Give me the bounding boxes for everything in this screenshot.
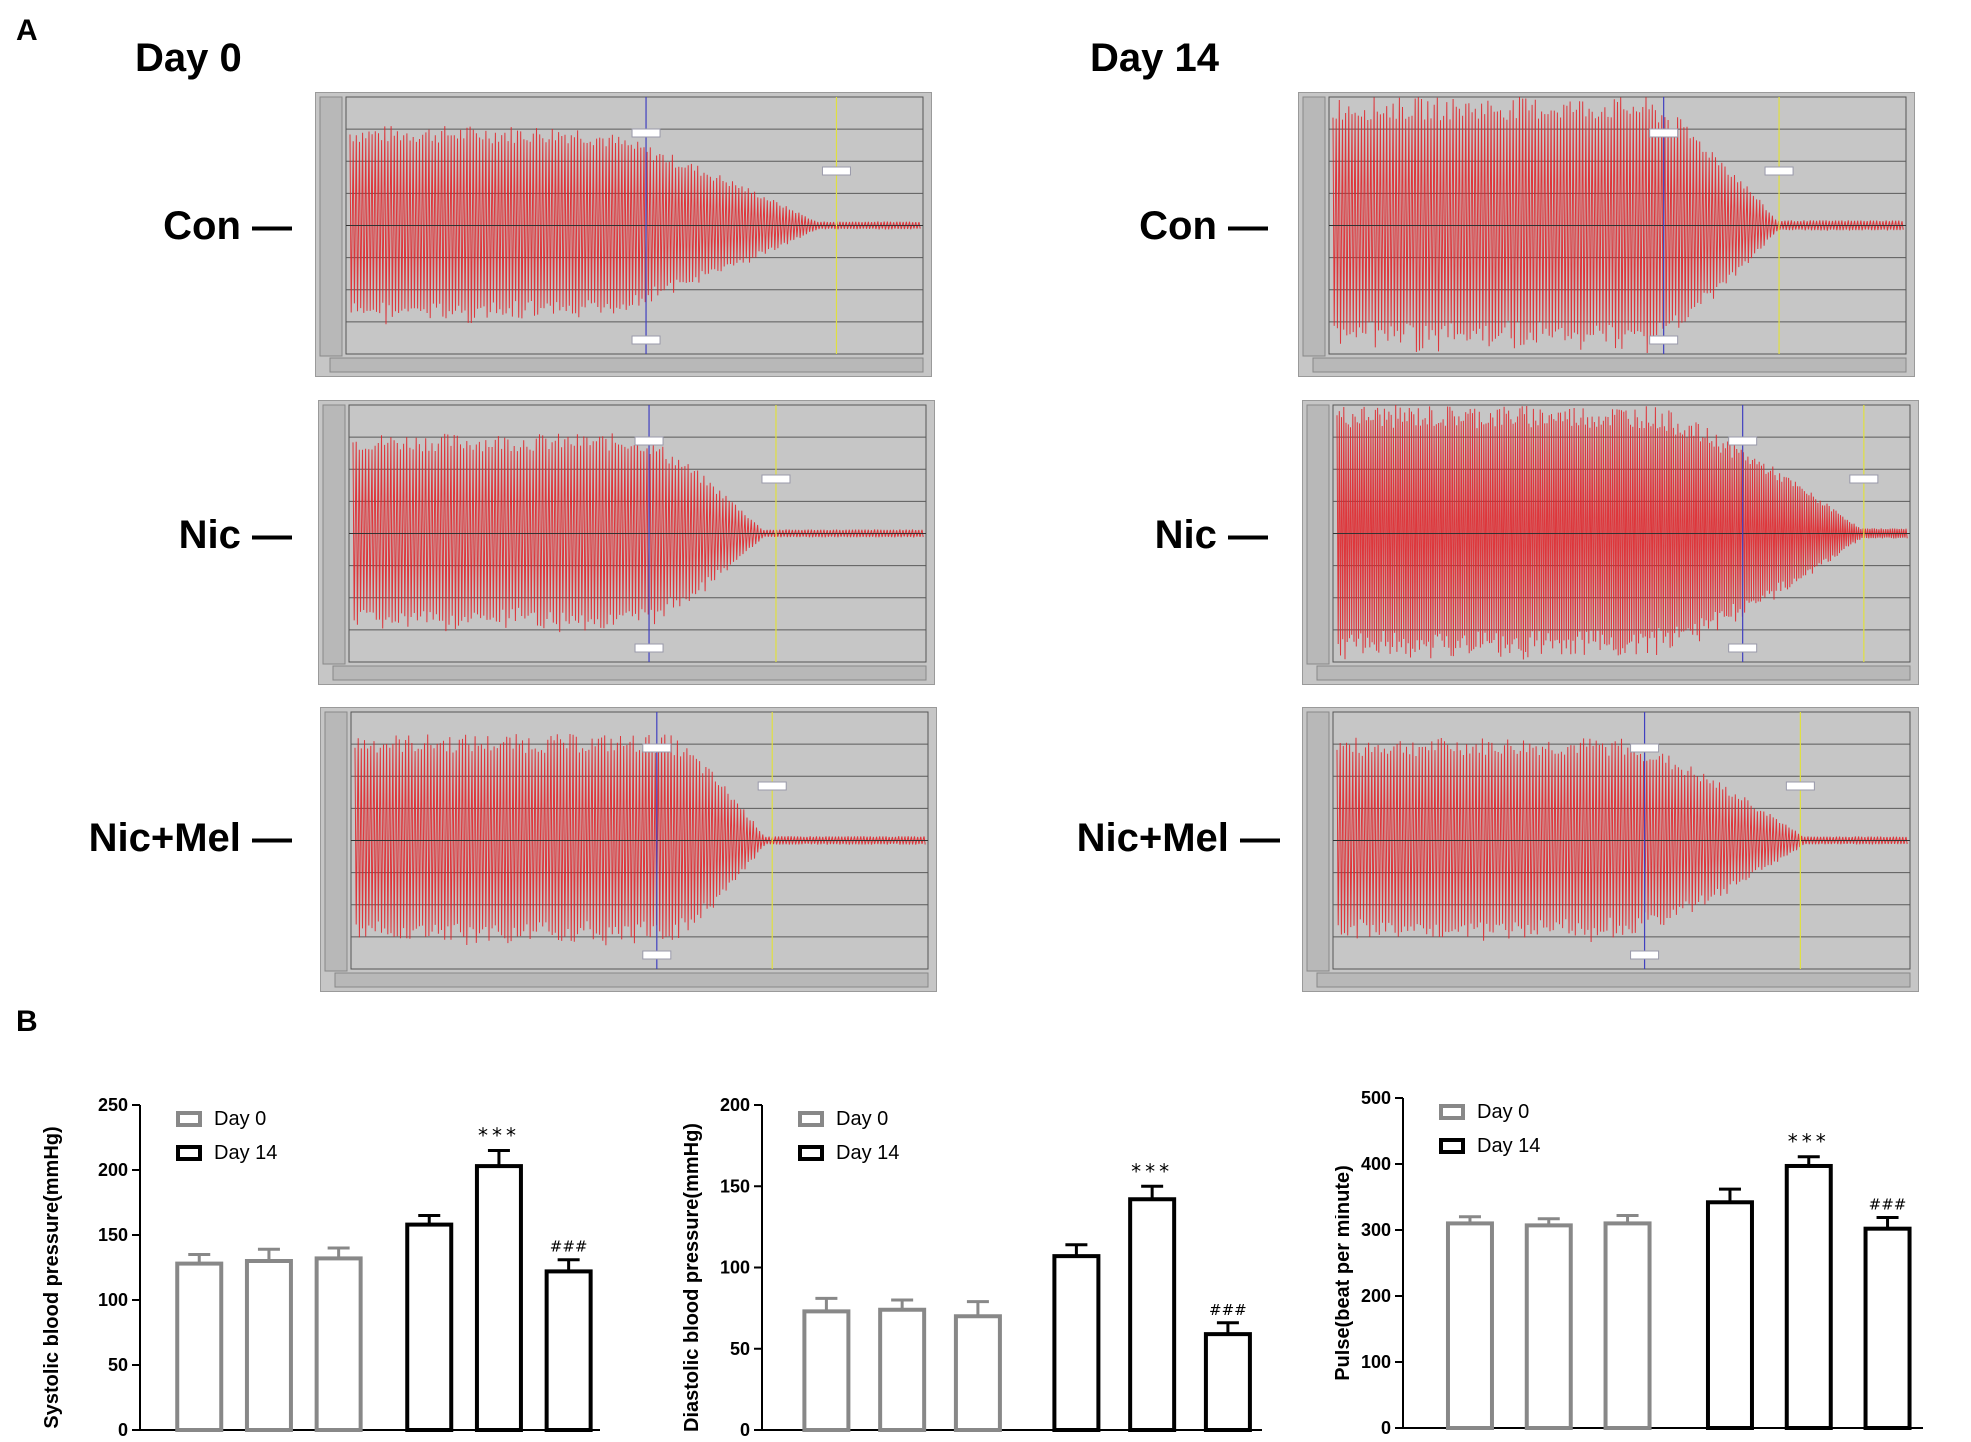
y-tick-label: 50: [730, 1339, 750, 1359]
y-tick-label: 300: [1361, 1220, 1391, 1240]
significance-annotation: ***: [1131, 1159, 1173, 1183]
day-0-title: Day 0: [135, 36, 242, 80]
y-tick-label: 100: [98, 1290, 128, 1310]
legend-swatch: [798, 1111, 824, 1127]
y-tick-label: 150: [720, 1176, 750, 1196]
day-14-title: Day 14: [1090, 36, 1219, 80]
y-tick-label: 200: [1361, 1286, 1391, 1306]
y-tick-label: 400: [1361, 1154, 1391, 1174]
bar-day-0-con: [802, 1309, 851, 1432]
panel-a-label: A: [16, 14, 38, 47]
legend-swatch: [1439, 1138, 1465, 1154]
row-label-con-day14: Con —: [1139, 204, 1268, 248]
legend-label: Day 0: [1477, 1101, 1529, 1123]
legend-label: Day 14: [214, 1142, 277, 1164]
legend-label: Day 14: [1477, 1135, 1540, 1157]
bar-day-0-nic-mel: [1603, 1221, 1652, 1430]
waveform-con-day0: [315, 92, 932, 377]
row-label-nic-day0: Nic —: [178, 513, 292, 557]
waveform-con-day14: [1298, 92, 1915, 377]
y-tick-label: 100: [720, 1258, 750, 1278]
y-axis-title: Diastolic blood pressure(mmHg): [681, 1123, 703, 1432]
panel-b-label: B: [16, 1005, 38, 1038]
y-tick-label: 500: [1361, 1088, 1391, 1108]
y-tick-label: 0: [118, 1420, 128, 1440]
legend-label: Day 14: [836, 1142, 899, 1164]
legend-swatch: [1439, 1104, 1465, 1120]
bar-day-14-nic: [1128, 1197, 1177, 1432]
bar-day-14-nic-mel: [544, 1269, 593, 1432]
significance-annotation: ###: [1869, 1195, 1907, 1213]
row-label-nicmel-day0: Nic+Mel —: [88, 816, 292, 860]
legend-swatch: [176, 1111, 202, 1127]
significance-annotation: ###: [550, 1238, 588, 1256]
significance-annotation: ###: [1209, 1301, 1247, 1319]
waveform-nic-day14: [1302, 400, 1919, 685]
y-tick-label: 200: [98, 1160, 128, 1180]
bar-day-14-nic: [474, 1164, 523, 1432]
systolic-bar-chart: 0 50 100 150 200 250 Systolic blood pressure(m…: [41, 1095, 600, 1440]
bar-day-14-con: [405, 1222, 454, 1432]
legend-label: Day 0: [214, 1108, 266, 1130]
bar-day-0-con: [1445, 1221, 1494, 1430]
waveform-nic-day0: [318, 400, 935, 685]
bar-day-0-nic: [244, 1259, 293, 1432]
legend-label: Day 0: [836, 1108, 888, 1130]
bar-day-14-con: [1705, 1200, 1754, 1430]
significance-annotation: ***: [478, 1124, 520, 1148]
bar-day-0-con: [175, 1261, 224, 1432]
y-tick-label: 0: [740, 1420, 750, 1440]
bar-day-0-nic: [878, 1307, 927, 1432]
y-axis-title: Pulse(beat per minute): [1335, 1165, 1354, 1381]
row-label-nic-day14: Nic —: [1154, 513, 1268, 557]
bar-day-0-nic-mel: [953, 1314, 1002, 1432]
bar-day-0-nic-mel: [314, 1256, 363, 1432]
bar-day-0-nic: [1524, 1223, 1573, 1430]
y-tick-label: 150: [98, 1225, 128, 1245]
bar-day-14-con: [1052, 1254, 1101, 1432]
waveform-nicmel-day14: [1302, 707, 1919, 992]
legend-swatch: [176, 1145, 202, 1161]
waveform-nicmel-day0: [320, 707, 937, 992]
bar-day-14-nic-mel: [1203, 1332, 1252, 1432]
row-label-nicmel-day14: Nic+Mel —: [1076, 816, 1280, 860]
y-tick-label: 100: [1361, 1352, 1391, 1372]
y-tick-label: 250: [98, 1095, 128, 1115]
y-axis-title: Systolic blood pressure(mmHg): [41, 1126, 63, 1428]
bar-day-14-nic-mel: [1863, 1226, 1912, 1430]
y-tick-label: 0: [1381, 1418, 1391, 1438]
y-tick-label: 200: [720, 1095, 750, 1115]
bar-day-14-nic: [1784, 1163, 1833, 1430]
legend-swatch: [798, 1145, 824, 1161]
diastolic-bar-chart: 0 50 100 150 200 Diastolic blood pressure(mmH…: [681, 1095, 1262, 1440]
row-label-con-day0: Con —: [163, 204, 292, 248]
significance-annotation: ***: [1788, 1130, 1830, 1154]
y-tick-label: 50: [108, 1355, 128, 1375]
